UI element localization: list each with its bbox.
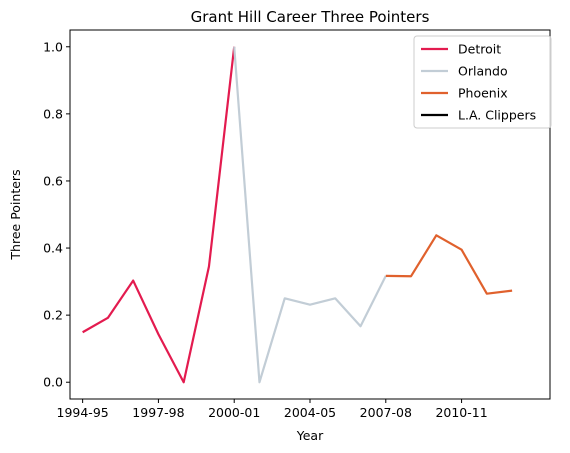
series-line-orlando (233, 46, 387, 384)
x-axis: 1994-95 1997-98 2000-01 2004-05 2007-08 2010-… (57, 399, 488, 420)
chart-title: Grant Hill Career Three Pointers (191, 8, 430, 26)
x-tick-label: 2007-08 (360, 405, 412, 420)
series-line-phoenix (385, 234, 513, 295)
legend-label: Orlando (458, 64, 508, 79)
y-tick-label: 1.0 (43, 39, 63, 54)
x-axis-label: Year (296, 428, 324, 443)
legend-label: Phoenix (458, 86, 508, 101)
legend: Detroit Orlando Phoenix L.A. Clippers (413, 35, 552, 129)
legend-label: Detroit (458, 42, 501, 57)
y-axis-label: Three Pointers (8, 169, 23, 260)
y-tick-label: 0.4 (43, 241, 63, 256)
y-tick-label: 0.0 (43, 375, 63, 390)
y-tick-label: 0.2 (43, 308, 63, 323)
x-tick-label: 1997-98 (132, 405, 184, 420)
x-tick-label: 2010-11 (435, 405, 487, 420)
x-tick-label: 2000-01 (208, 405, 260, 420)
y-tick-label: 0.8 (43, 106, 63, 121)
series-group (82, 46, 513, 384)
x-tick-label: 1994-95 (57, 405, 109, 420)
y-tick-label: 0.6 (43, 173, 63, 188)
legend-frame (413, 35, 552, 129)
legend-label: L.A. Clippers (458, 108, 536, 123)
series-line-detroit (82, 46, 236, 384)
y-axis: 0.0 0.2 0.4 0.6 0.8 1.0 (43, 39, 70, 390)
x-tick-label: 2004-05 (284, 405, 336, 420)
